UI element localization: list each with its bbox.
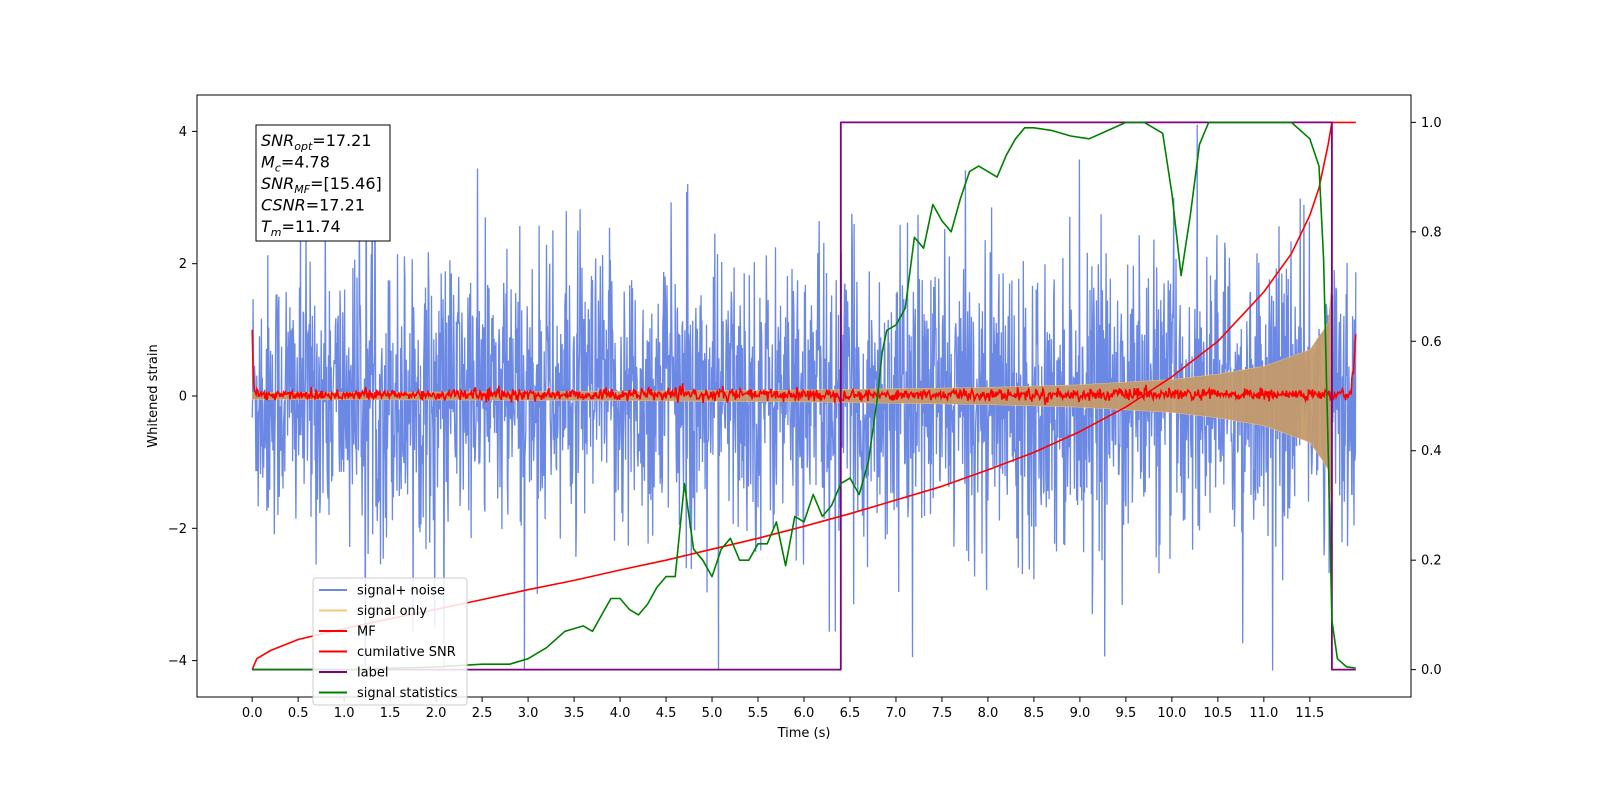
legend-frame (312, 577, 468, 706)
y-tick-label: 2 (179, 257, 187, 272)
series-mf (251, 329, 1357, 405)
y2-tick-label: 0.2 (1421, 554, 1442, 569)
x-tick-label: 2.0 (426, 706, 447, 721)
x-tick-label: 5.0 (702, 706, 723, 721)
x-tick-label: 5.5 (748, 706, 769, 721)
y-axis-label: Whitened strain (146, 344, 161, 447)
y-tick-label: −2 (168, 522, 187, 537)
annotation-line: Tm=11.74 (261, 217, 341, 239)
x-tick-label: 6.0 (794, 706, 815, 721)
x-tick-label: 10.0 (1157, 706, 1186, 721)
x-tick-label: 9.5 (1116, 706, 1137, 721)
legend-label: signal+ noise (357, 584, 445, 599)
y2-tick-label: 1.0 (1421, 116, 1442, 131)
legend-label: cumilative SNR (357, 645, 456, 660)
annotation-line: SNRopt=17.21 (261, 131, 372, 153)
annotation-frame (255, 124, 391, 242)
legend-label: label (357, 666, 388, 681)
annotation-box: SNRopt=17.21Mc=4.78SNRMF=[15.46]CSNR=17.… (255, 124, 391, 242)
y-tick-label: 0 (179, 390, 187, 405)
x-tick-label: 11.0 (1249, 706, 1278, 721)
x-tick-label: 3.0 (518, 706, 539, 721)
x-tick-label: 3.5 (564, 706, 585, 721)
x-tick-label: 7.0 (886, 706, 907, 721)
x-axis-label: Time (s) (777, 726, 831, 741)
x-tick-label: 10.5 (1203, 706, 1232, 721)
x-tick-label: 9.0 (1070, 706, 1091, 721)
x-tick-label: 11.5 (1295, 706, 1324, 721)
y-tick-label: −4 (168, 654, 187, 669)
x-tick-label: 4.5 (656, 706, 677, 721)
axes-layer: 0.0 0.5 1.0 1.5 2.0 2.5 3.0 3.5 4.0 4.5 5.0 5.5 6.0 6… (168, 94, 1442, 721)
x-tick-label: 1.5 (380, 706, 401, 721)
annotation-line: Mc=4.78 (261, 153, 330, 175)
series-signal-noise (251, 124, 1357, 671)
y2-tick-label: 0.8 (1421, 225, 1442, 240)
annotation-line: CSNR=17.21 (261, 196, 365, 215)
y2-tick-label: 0.0 (1421, 663, 1442, 678)
legend-label: signal only (357, 604, 427, 619)
x-tick-label: 0.5 (288, 706, 309, 721)
x-tick-label: 2.5 (472, 706, 493, 721)
legend-label: MF (357, 625, 376, 640)
x-tick-label: 4.0 (610, 706, 631, 721)
x-tick-label: 0.0 (242, 706, 263, 721)
x-tick-label: 7.5 (932, 706, 953, 721)
y2-tick-label: 0.4 (1421, 444, 1442, 459)
y2-tick-label: 0.6 (1421, 335, 1442, 350)
y-tick-label: 4 (179, 125, 187, 140)
x-tick-label: 8.0 (978, 706, 999, 721)
series-signal-statistics (252, 121, 1356, 671)
legend-label: signal statistics (357, 686, 458, 701)
series-label (252, 121, 1356, 671)
x-tick-label: 8.5 (1024, 706, 1045, 721)
x-tick-label: 6.5 (840, 706, 861, 721)
annotation-line: SNRMF=[15.46] (261, 174, 382, 196)
plot-area (251, 121, 1357, 671)
legend: signal+ noise signal only MF cumilative SNR… (312, 577, 468, 706)
x-tick-label: 1.0 (334, 706, 355, 721)
